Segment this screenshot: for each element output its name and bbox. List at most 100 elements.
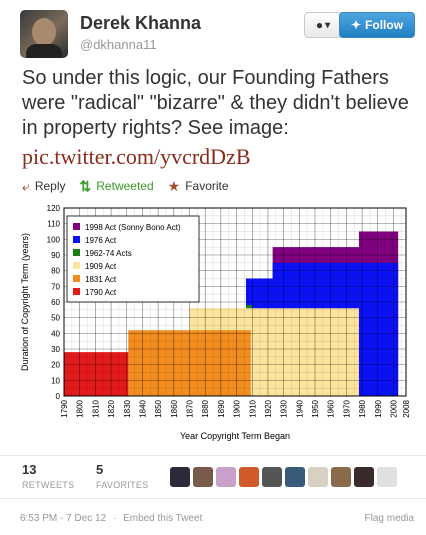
x-tick-label: 1970	[342, 399, 351, 417]
tweet-header: Derek Khanna @dkhanna11 ● ▾ ✦ Follow	[0, 0, 426, 60]
y-tick-label: 90	[51, 251, 60, 260]
x-tick-label: 2000	[389, 399, 398, 417]
legend-swatch	[73, 223, 80, 230]
retweets-stat[interactable]: 13 RETWEETS	[22, 462, 74, 490]
y-tick-label: 80	[51, 267, 60, 276]
favorites-label: FAVORITES	[96, 480, 149, 490]
legend-label: 1976 Act	[85, 236, 117, 245]
retweet-icon: ⇅	[79, 178, 92, 194]
x-tick-label: 1870	[186, 399, 195, 417]
user-actions-button[interactable]: ● ▾	[304, 12, 342, 38]
retweeter-avatar[interactable]	[262, 467, 282, 487]
x-tick-label: 1850	[154, 399, 163, 417]
x-tick-label: 1840	[138, 399, 147, 417]
legend-box	[66, 215, 200, 303]
bird-icon: ✦	[350, 18, 362, 32]
chevron-down-icon: ▾	[325, 19, 331, 31]
retweeter-avatar[interactable]	[239, 467, 259, 487]
person-icon: ●	[315, 18, 324, 32]
x-tick-label: 1900	[233, 399, 242, 417]
favorite-button[interactable]: ★ Favorite	[168, 179, 229, 193]
x-tick-label: 1790	[60, 399, 69, 417]
legend-swatch	[73, 249, 80, 256]
legend-label: 1998 Act (Sonny Bono Act)	[85, 223, 181, 232]
reply-button[interactable]: ⤶ Reply	[22, 179, 66, 193]
retweeter-avatar[interactable]	[170, 467, 190, 487]
x-tick-label: 1960	[327, 399, 336, 417]
y-tick-label: 50	[51, 314, 60, 323]
x-tick-label: 1820	[107, 399, 116, 417]
x-tick-label: 1980	[358, 399, 367, 417]
retweets-count: 13	[22, 462, 37, 477]
tweet-footer: 6:53 PM - 7 Dec 12 · Embed this Tweet Fl…	[20, 513, 414, 524]
legend-label: 1831 Act	[85, 275, 117, 284]
legend-swatch	[73, 236, 80, 243]
y-tick-label: 110	[47, 220, 60, 229]
x-tick-label: 1990	[374, 399, 383, 417]
x-tick-label: 1810	[91, 399, 100, 417]
legend-label: 1790 Act	[85, 288, 117, 297]
follow-label: Follow	[365, 18, 404, 32]
y-tick-label: 100	[47, 235, 61, 244]
tweet-timestamp[interactable]: 6:53 PM - 7 Dec 12	[20, 513, 107, 524]
legend-swatch	[73, 262, 80, 269]
legend-label: 1909 Act	[85, 262, 117, 271]
copyright-term-chart[interactable]: 0 10 20 30 40 50 60 70 80 90 100 110 120 1790 1800 1810…	[18, 202, 414, 447]
y-tick-label: 120	[47, 204, 61, 213]
y-tick-label: 10	[51, 376, 60, 385]
x-tick-label: 1880	[201, 399, 210, 417]
retweeter-avatar[interactable]	[331, 467, 351, 487]
user-handle[interactable]: @dkhanna11	[80, 37, 157, 52]
x-axis-label: Year Copyright Term Began	[180, 431, 290, 441]
favorite-label: Favorite	[185, 179, 229, 193]
legend-swatch	[73, 288, 80, 295]
user-avatar[interactable]	[20, 10, 68, 58]
legend-swatch	[73, 275, 80, 282]
x-tick-label: 1890	[217, 399, 226, 417]
flag-media-link[interactable]: Flag media	[364, 513, 414, 524]
tweet-media-link[interactable]: pic.twitter.com/yvcrdDzB	[22, 144, 251, 169]
y-axis-label: Duration of Copyright Term (years)	[20, 233, 30, 371]
x-tick-label: 1940	[295, 399, 304, 417]
legend-label: 1962-74 Acts	[85, 249, 132, 258]
reply-label: Reply	[34, 179, 66, 193]
reply-arrow-icon: ⤶	[22, 178, 30, 194]
retweeter-avatar[interactable]	[193, 467, 213, 487]
follow-button[interactable]: ✦ Follow	[339, 12, 415, 38]
user-name[interactable]: Derek Khanna	[80, 13, 202, 33]
x-tick-label: 1920	[264, 399, 273, 417]
series-area-1790-act	[64, 352, 129, 396]
x-tick-label: 1830	[123, 399, 132, 417]
x-tick-label: 2008	[402, 399, 411, 417]
y-tick-label: 0	[56, 392, 61, 401]
y-tick-label: 40	[51, 329, 60, 338]
x-tick-label: 1930	[280, 399, 289, 417]
retweeter-avatar[interactable]	[216, 467, 236, 487]
plot-border	[63, 207, 407, 397]
y-tick-label: 70	[51, 282, 60, 291]
tweet-stats: 13 RETWEETS 5 FAVORITES	[0, 455, 426, 499]
y-tick-label: 20	[51, 361, 60, 370]
tweet-text: So under this logic, our Founding Father…	[22, 67, 409, 139]
retweeter-avatar[interactable]	[285, 467, 305, 487]
retweets-label: RETWEETS	[22, 480, 75, 490]
x-tick-label: 1800	[76, 399, 85, 417]
favorites-count: 5	[96, 462, 104, 477]
retweeter-avatar[interactable]	[308, 467, 328, 487]
x-tick-label: 1950	[311, 399, 320, 417]
y-tick-label: 60	[51, 298, 60, 307]
star-icon: ★	[167, 178, 181, 194]
embed-tweet-link[interactable]: Embed this Tweet	[123, 513, 203, 524]
retweet-button[interactable]: ⇅ Retweeted	[80, 179, 154, 193]
x-tick-label: 1860	[170, 399, 179, 417]
tweet-actions: ⤶ Reply ⇅ Retweeted ★ Favorite	[22, 177, 243, 195]
chart-svg: 0 10 20 30 40 50 60 70 80 90 100 110 120 1790 1800 1810…	[20, 204, 411, 441]
y-tick-label: 30	[51, 345, 60, 354]
retweet-label: Retweeted	[96, 179, 154, 193]
retweeter-avatar[interactable]	[354, 467, 374, 487]
x-tick-label: 1910	[248, 399, 257, 417]
footer-separator: ·	[112, 513, 117, 524]
favorites-stat[interactable]: 5 FAVORITES	[96, 462, 149, 490]
retweeter-avatars	[170, 467, 400, 487]
retweeter-avatar[interactable]	[377, 467, 397, 487]
